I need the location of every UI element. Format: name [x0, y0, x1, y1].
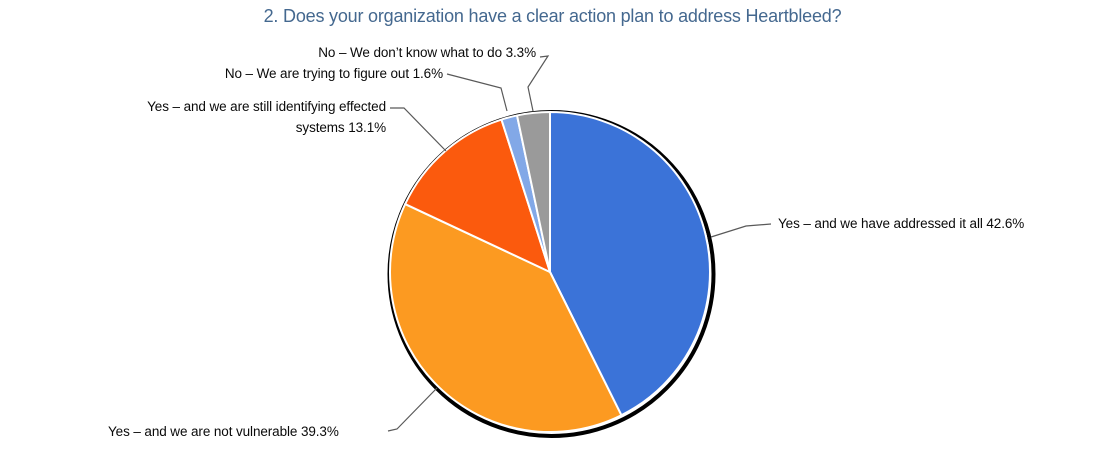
leader-line-4 [387, 387, 438, 432]
leader-line-3 [710, 223, 772, 238]
pie-label-identifying-line1: Yes – and we are still identifying effec… [147, 99, 386, 114]
pie-slice-1 [389, 203, 623, 434]
pie-slices [389, 110, 712, 434]
pie-slice-2 [404, 118, 551, 273]
pie-label-identifying-line2: systems 13.1% [295, 120, 386, 135]
pie-label-not-vulnerable: Yes – and we are not vulnerable 39.3% [108, 424, 339, 439]
pie-label-identifying: Yes – and we are still identifying effec… [147, 96, 386, 138]
chart-title: 2. Does your organization have a clear a… [263, 6, 842, 26]
pie-label-dont-know: No – We don’t know what to do 3.3% [318, 45, 536, 60]
leader-lines [387, 55, 772, 432]
pie-label-figure-out: No – We are trying to figure out 1.6% [224, 66, 443, 81]
pie-label-addressed: Yes – and we have addressed it all 42.6% [778, 216, 1025, 231]
pie-slice-0 [549, 111, 712, 417]
leader-line-0 [527, 55, 550, 112]
leader-line-1 [446, 73, 508, 112]
leader-line-2 [390, 107, 447, 152]
pie-slice-4 [516, 110, 551, 273]
